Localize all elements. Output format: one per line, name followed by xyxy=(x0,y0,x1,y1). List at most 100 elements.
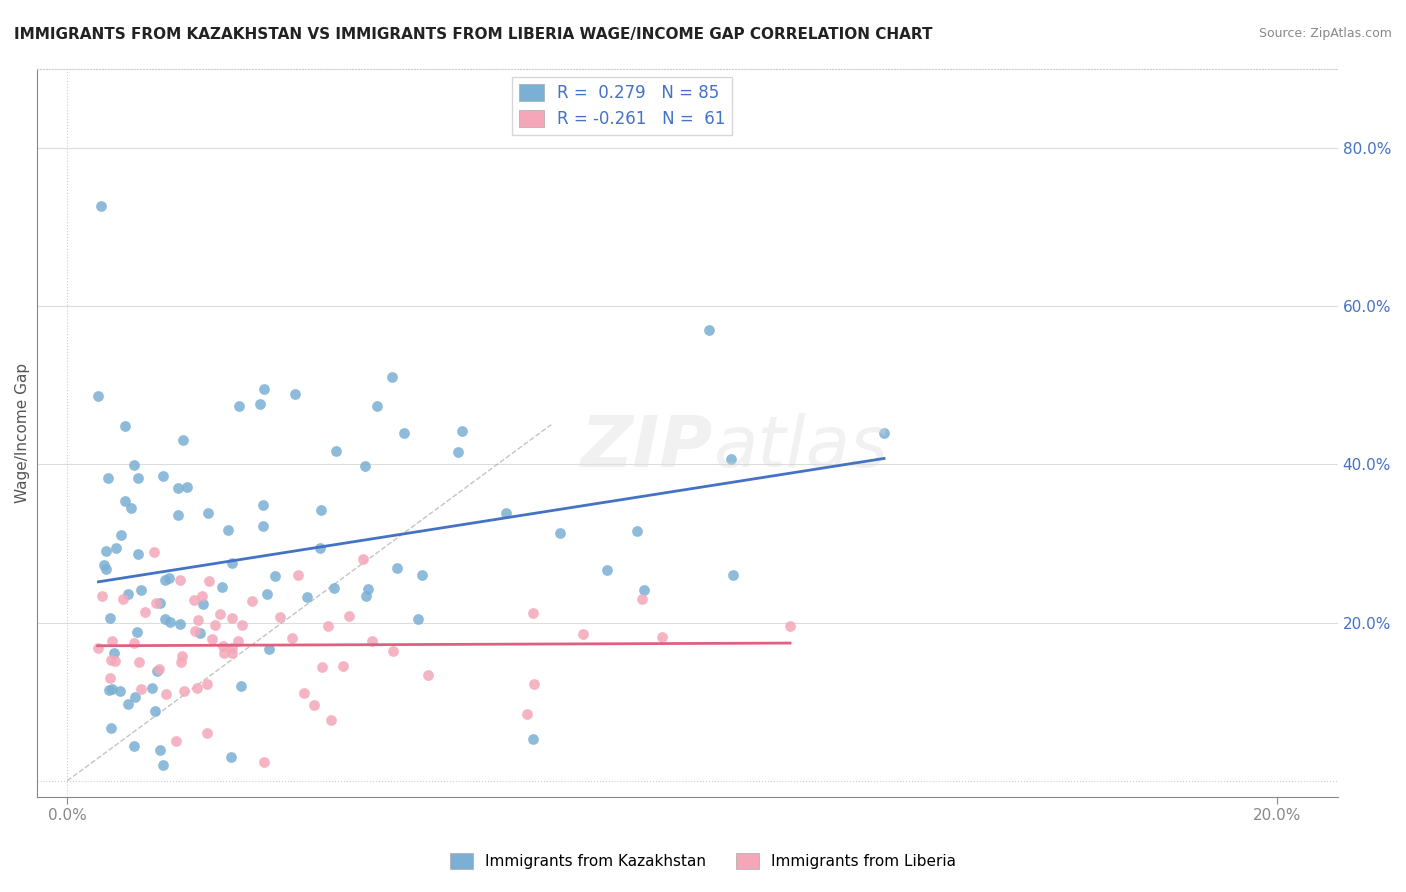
Point xyxy=(361,633,384,648)
Point xyxy=(149,742,172,756)
Point xyxy=(183,624,205,638)
Point xyxy=(354,459,377,474)
Point xyxy=(281,631,304,645)
Point xyxy=(125,624,148,639)
Point xyxy=(103,647,125,661)
Point xyxy=(166,481,188,495)
Point xyxy=(723,568,745,582)
Point xyxy=(112,591,135,606)
Point xyxy=(522,606,544,620)
Point xyxy=(229,679,252,693)
Point xyxy=(94,562,117,576)
Point xyxy=(86,640,108,655)
Point xyxy=(697,323,720,337)
Point xyxy=(256,587,278,601)
Point xyxy=(626,524,648,538)
Point xyxy=(141,681,163,696)
Point xyxy=(219,749,242,764)
Point xyxy=(155,574,177,588)
Point xyxy=(127,547,149,561)
Point xyxy=(146,664,169,678)
Point xyxy=(323,581,346,595)
Point xyxy=(252,498,274,512)
Point xyxy=(249,397,271,411)
Point xyxy=(114,494,136,508)
Point xyxy=(186,681,208,696)
Point xyxy=(197,506,219,520)
Point xyxy=(87,389,110,403)
Point xyxy=(873,426,896,441)
Point xyxy=(451,424,474,438)
Point xyxy=(309,541,332,555)
Text: Source: ZipAtlas.com: Source: ZipAtlas.com xyxy=(1258,27,1392,40)
Point xyxy=(337,609,360,624)
Point xyxy=(221,640,243,655)
Legend: R =  0.279   N = 85, R = -0.261   N =  61: R = 0.279 N = 85, R = -0.261 N = 61 xyxy=(512,77,733,135)
Point xyxy=(173,684,195,698)
Point xyxy=(228,400,250,414)
Point xyxy=(188,625,211,640)
Point xyxy=(319,713,342,727)
Point xyxy=(153,612,176,626)
Point xyxy=(120,500,142,515)
Point xyxy=(134,605,156,619)
Point xyxy=(204,617,226,632)
Point xyxy=(195,677,218,691)
Point xyxy=(148,662,170,676)
Point xyxy=(124,690,146,705)
Point xyxy=(101,634,124,648)
Point xyxy=(129,582,152,597)
Point xyxy=(114,418,136,433)
Point xyxy=(129,681,152,696)
Point xyxy=(172,434,194,448)
Point xyxy=(100,681,122,696)
Point xyxy=(253,755,276,769)
Point xyxy=(90,199,112,213)
Point xyxy=(127,471,149,485)
Point xyxy=(100,721,122,735)
Point xyxy=(221,611,243,625)
Point xyxy=(91,589,114,603)
Point xyxy=(152,468,174,483)
Point xyxy=(516,707,538,722)
Point xyxy=(325,443,347,458)
Point xyxy=(332,659,354,673)
Point xyxy=(100,653,122,667)
Text: IMMIGRANTS FROM KAZAKHSTAN VS IMMIGRANTS FROM LIBERIA WAGE/INCOME GAP CORRELATIO: IMMIGRANTS FROM KAZAKHSTAN VS IMMIGRANTS… xyxy=(14,27,932,42)
Point xyxy=(548,525,571,540)
Point xyxy=(269,610,291,624)
Point xyxy=(104,654,127,668)
Point xyxy=(495,506,517,520)
Point xyxy=(94,543,117,558)
Point xyxy=(630,592,652,607)
Point xyxy=(411,568,433,582)
Point xyxy=(195,726,218,740)
Point xyxy=(523,677,546,691)
Point xyxy=(117,697,139,711)
Point xyxy=(302,698,325,712)
Point xyxy=(284,386,307,401)
Point xyxy=(176,480,198,494)
Point xyxy=(221,557,243,571)
Point xyxy=(157,571,180,585)
Point xyxy=(166,733,188,747)
Point xyxy=(98,671,121,685)
Point xyxy=(218,524,240,538)
Point xyxy=(108,684,131,698)
Point xyxy=(122,739,145,753)
Point xyxy=(311,660,333,674)
Point xyxy=(572,627,595,641)
Point xyxy=(212,640,235,654)
Point xyxy=(187,613,209,627)
Point xyxy=(357,582,380,596)
Point xyxy=(226,633,249,648)
Point xyxy=(152,758,174,772)
Point xyxy=(170,655,193,669)
Point xyxy=(155,687,177,701)
Point xyxy=(143,704,166,718)
Point xyxy=(201,632,224,647)
Point xyxy=(447,445,470,459)
Point xyxy=(366,399,388,413)
Point xyxy=(183,593,205,607)
Point xyxy=(97,471,120,485)
